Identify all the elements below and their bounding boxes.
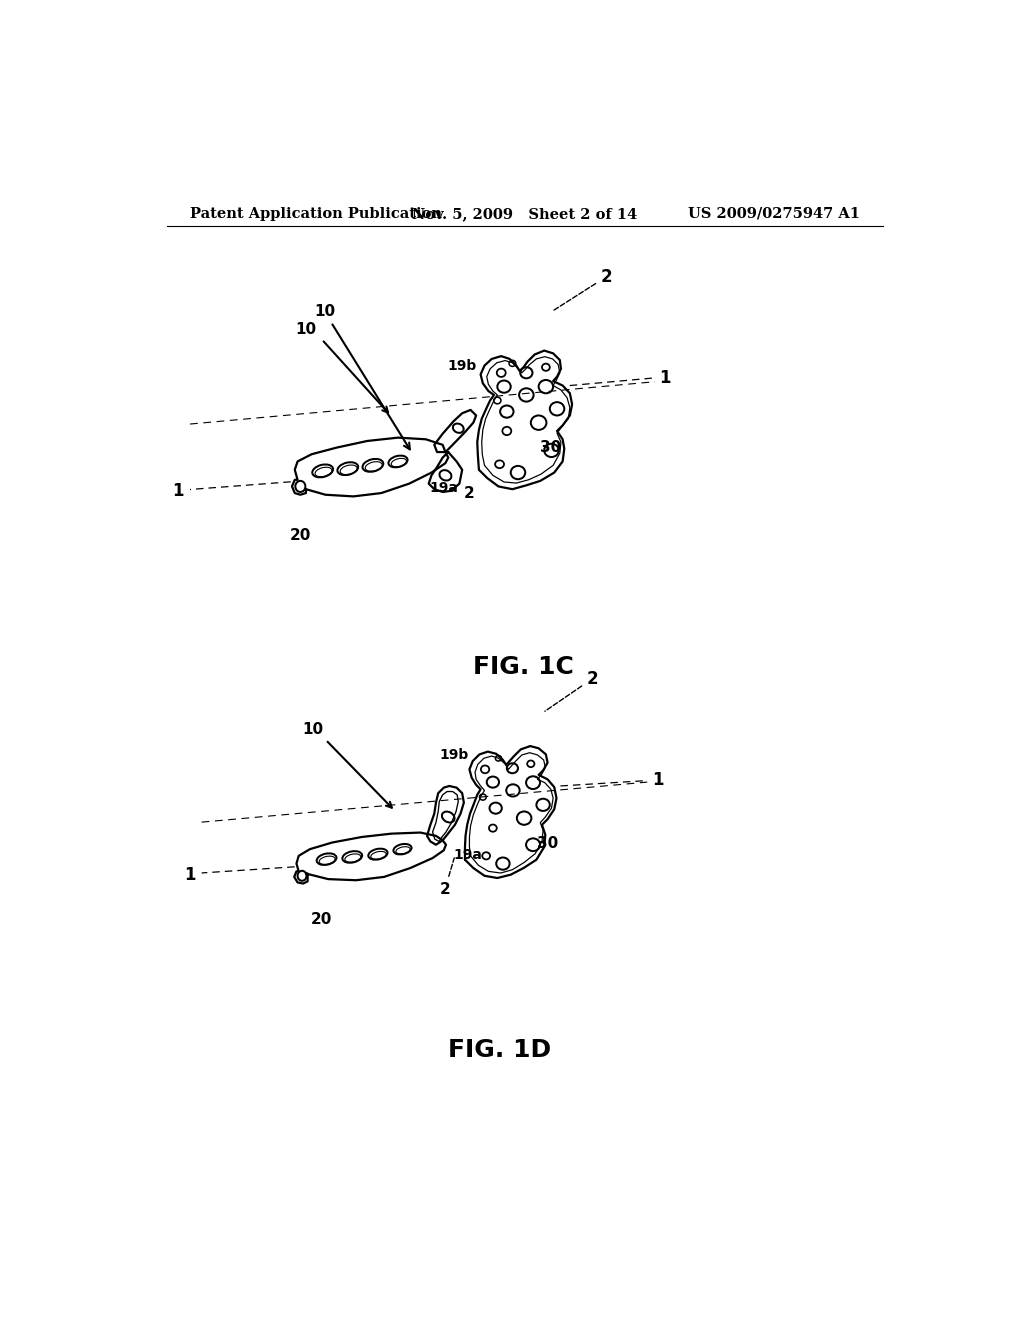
Text: 10: 10: [302, 722, 323, 738]
Text: 19b: 19b: [447, 359, 476, 374]
Text: 19a: 19a: [430, 480, 459, 495]
Text: 2: 2: [439, 858, 455, 896]
Text: 19a: 19a: [454, 849, 482, 862]
Text: 10: 10: [296, 322, 316, 337]
Text: FIG. 1D: FIG. 1D: [449, 1038, 552, 1063]
Text: Nov. 5, 2009   Sheet 2 of 14: Nov. 5, 2009 Sheet 2 of 14: [413, 207, 637, 220]
Text: 2: 2: [545, 669, 598, 711]
Text: 1: 1: [652, 771, 664, 789]
Text: Patent Application Publication: Patent Application Publication: [190, 207, 442, 220]
Text: 2: 2: [553, 268, 612, 312]
Text: 20: 20: [311, 912, 333, 927]
Text: 30: 30: [540, 440, 561, 454]
Text: 1: 1: [658, 368, 671, 387]
Text: 1: 1: [172, 482, 183, 500]
Text: 19b: 19b: [439, 748, 469, 762]
Text: US 2009/0275947 A1: US 2009/0275947 A1: [687, 207, 859, 220]
Text: FIG. 1C: FIG. 1C: [473, 655, 573, 678]
Text: 1: 1: [184, 866, 196, 883]
Text: 2: 2: [464, 486, 474, 500]
Text: 20: 20: [290, 528, 310, 544]
Text: 30: 30: [538, 836, 559, 851]
Text: 10: 10: [314, 304, 410, 449]
